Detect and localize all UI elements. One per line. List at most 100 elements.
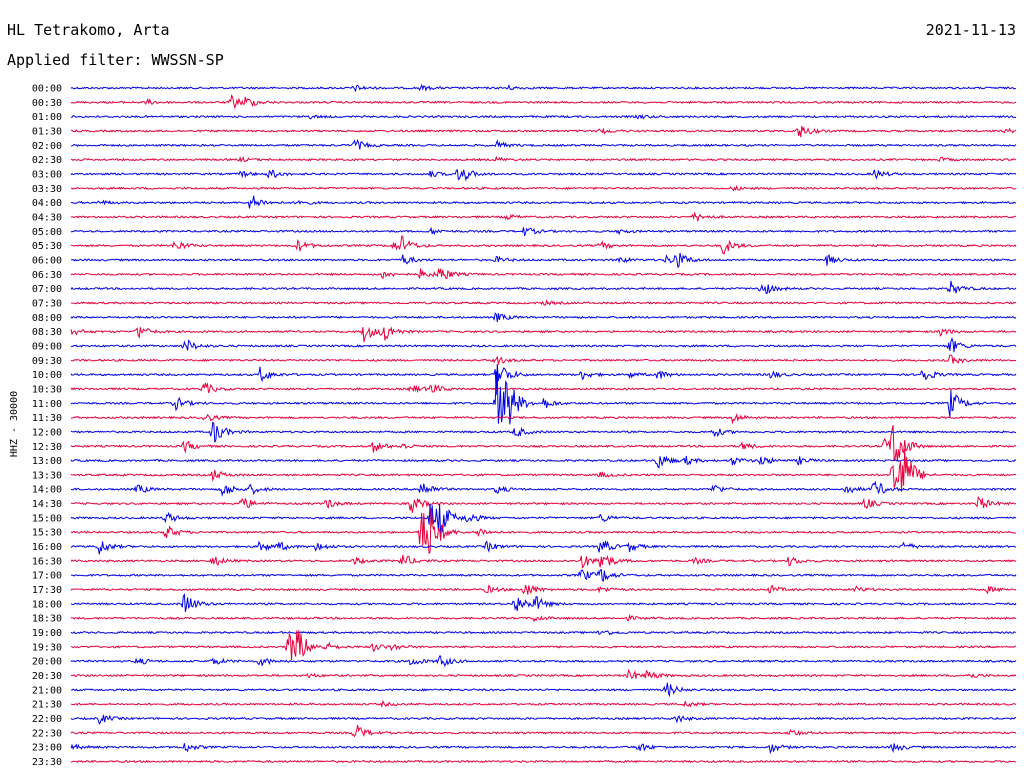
- trace-line: [70, 354, 1017, 366]
- hour-label: 03:00: [32, 169, 62, 180]
- hour-label: 00:30: [32, 98, 62, 109]
- trace-line: [70, 480, 1017, 497]
- trace-line: [70, 425, 1017, 462]
- hour-label: 01:00: [32, 112, 62, 123]
- hour-label: 22:00: [32, 714, 62, 725]
- hour-label: 18:30: [32, 614, 62, 625]
- hour-label: 12:00: [32, 427, 62, 438]
- hour-label: 19:00: [32, 628, 62, 639]
- hour-label: 02:30: [32, 155, 62, 166]
- trace-line: [70, 655, 1017, 668]
- hour-label: 16:00: [32, 542, 62, 553]
- hour-label: 02:00: [32, 141, 62, 152]
- hour-label: 09:00: [32, 341, 62, 352]
- hour-label: 13:00: [32, 456, 62, 467]
- hour-label: 03:30: [32, 184, 62, 195]
- trace-line: [70, 508, 1017, 555]
- trace-line: [70, 114, 1017, 120]
- hour-label: 13:30: [32, 470, 62, 481]
- trace-line: [70, 138, 1017, 150]
- trace-line: [70, 669, 1017, 680]
- trace-line: [70, 699, 1017, 708]
- trace-line: [70, 759, 1017, 764]
- hour-label: 14:00: [32, 485, 62, 496]
- hour-label: 23:00: [32, 743, 62, 754]
- trace-line: [70, 169, 1017, 182]
- hour-label: 22:30: [32, 728, 62, 739]
- hour-label: 08:30: [32, 327, 62, 338]
- trace-line: [70, 448, 1017, 492]
- trace-line: [70, 336, 1017, 353]
- trace-line: [70, 363, 1017, 395]
- y-axis-label: HHZ - 30000: [9, 391, 20, 457]
- trace-line: [70, 495, 1017, 513]
- hour-label: 17:00: [32, 571, 62, 582]
- trace-line: [70, 184, 1017, 192]
- trace-line: [70, 382, 1017, 394]
- trace-line: [70, 540, 1017, 555]
- trace-line: [70, 421, 1017, 443]
- trace-line: [71, 155, 1017, 163]
- trace-line: [70, 725, 1017, 738]
- station-title: HL Tetrakomo, Arta: [7, 21, 170, 39]
- hour-label: 06:00: [32, 255, 62, 266]
- hour-label: 07:00: [32, 284, 62, 295]
- hour-label: 12:30: [32, 442, 62, 453]
- trace-line: [70, 235, 1017, 255]
- trace-line: [70, 503, 1017, 537]
- hour-label: 04:00: [32, 198, 62, 209]
- trace-line: [70, 743, 1017, 755]
- hour-label: 06:30: [32, 270, 62, 281]
- trace-line: [70, 226, 1017, 237]
- hour-label: 14:30: [32, 499, 62, 510]
- trace-line: [70, 714, 1017, 725]
- hour-label: 08:00: [32, 313, 62, 324]
- hour-label: 23:30: [32, 757, 62, 768]
- trace-line: [70, 280, 1017, 294]
- hour-label: 11:30: [32, 413, 62, 424]
- trace-line: [70, 413, 1017, 425]
- hour-label: 16:30: [32, 556, 62, 567]
- trace-line: [70, 326, 1017, 343]
- trace-line: [70, 613, 1017, 623]
- trace-line: [70, 630, 1016, 661]
- trace-line: [70, 593, 1017, 612]
- hour-label: 05:30: [32, 241, 62, 252]
- hour-label: 18:00: [32, 599, 62, 610]
- hour-label: 20:30: [32, 671, 62, 682]
- trace-line: [70, 211, 1017, 222]
- date-label: 2021-11-13: [925, 21, 1016, 39]
- trace-line: [70, 569, 1017, 582]
- trace-line: [70, 630, 1017, 636]
- trace-line: [70, 455, 1017, 469]
- trace-line: [70, 195, 1017, 209]
- trace-line: [70, 83, 1017, 93]
- hour-label: 19:30: [32, 642, 62, 653]
- hour-label: 01:30: [32, 126, 62, 137]
- hour-label: 09:30: [32, 356, 62, 367]
- hour-label: 15:00: [32, 513, 62, 524]
- trace-line: [70, 94, 1017, 110]
- trace-line: [70, 298, 1017, 306]
- hour-label: 17:30: [32, 585, 62, 596]
- trace-line: [70, 125, 1017, 138]
- trace-line: [70, 554, 1017, 569]
- hour-label: 15:30: [32, 528, 62, 539]
- hour-label: 20:00: [32, 657, 62, 668]
- hour-label: 21:30: [32, 700, 62, 711]
- trace-line: [70, 371, 1017, 425]
- trace-line: [70, 682, 1017, 698]
- hour-label: 21:00: [32, 685, 62, 696]
- hour-label: 11:00: [32, 399, 62, 410]
- hour-label: 00:00: [32, 84, 62, 95]
- filter-label: Applied filter: WWSSN-SP: [7, 51, 224, 69]
- trace-line: [70, 252, 1017, 269]
- hour-label: 05:00: [32, 227, 62, 238]
- hour-label: 04:30: [32, 212, 62, 223]
- hour-label: 10:30: [32, 384, 62, 395]
- trace-line: [70, 584, 1017, 595]
- hour-label: 07:30: [32, 298, 62, 309]
- trace-line: [70, 268, 1017, 280]
- trace-line: [70, 312, 1017, 322]
